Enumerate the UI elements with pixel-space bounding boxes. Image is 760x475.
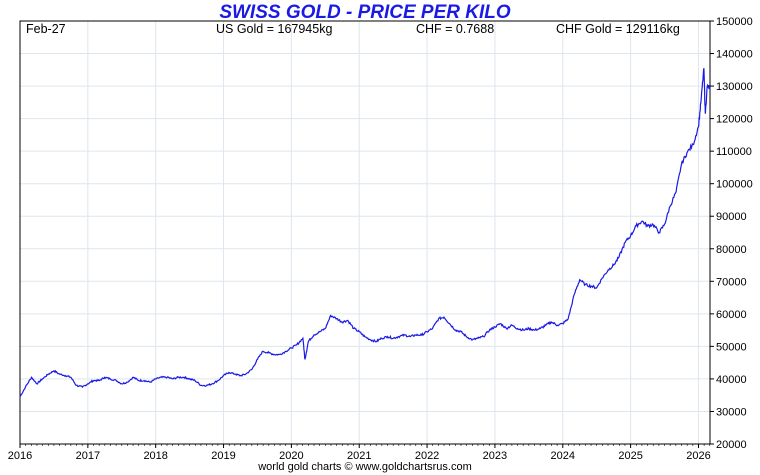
series-line	[19, 68, 711, 398]
date-label: Feb-27	[26, 22, 66, 36]
footer-credit: world gold charts © www.goldchartsrus.co…	[258, 461, 472, 473]
x-tick-label: 2019	[211, 450, 235, 462]
y-axis: 20000 30000 40000 50000 60000 70000 80000 90000…	[710, 16, 753, 451]
y-tick-label: 20000	[716, 439, 747, 451]
y-tick-label: 30000	[716, 406, 747, 418]
plot-frame	[19, 20, 711, 445]
x-axis: 2016 2017 2018 2019 2020 2021 2022 2023 2024 2025…	[8, 444, 711, 462]
y-tick-label: 60000	[716, 309, 747, 321]
y-tick-label: 70000	[716, 276, 747, 288]
chart-grid	[19, 20, 710, 445]
x-tick-label: 2020	[279, 450, 303, 462]
y-tick-label: 90000	[716, 211, 747, 223]
x-tick-label: 2023	[483, 450, 507, 462]
y-tick-label: 150000	[716, 16, 753, 28]
x-tick-label: 2025	[618, 450, 642, 462]
x-tick-label: 2021	[347, 450, 371, 462]
x-tick-label: 2026	[686, 450, 710, 462]
x-tick-label: 2022	[415, 450, 439, 462]
y-tick-label: 130000	[716, 81, 753, 93]
y-tick-label: 110000	[716, 146, 752, 158]
y-tick-label: 80000	[716, 244, 747, 256]
y-tick-label: 140000	[716, 49, 753, 61]
x-tick-label: 2017	[76, 450, 100, 462]
y-tick-label: 100000	[716, 179, 753, 191]
x-tick-label: 2016	[8, 450, 32, 462]
chf-rate-label: CHF = 0.7688	[416, 22, 495, 36]
chart-title: SWISS GOLD - PRICE PER KILO	[219, 2, 511, 23]
y-tick-label: 40000	[716, 374, 747, 386]
us-gold-label: US Gold = 167945kg	[216, 22, 333, 36]
x-tick-label: 2024	[551, 450, 575, 462]
y-tick-label: 50000	[716, 341, 747, 353]
x-tick-label: 2018	[143, 450, 167, 462]
chf-gold-label: CHF Gold = 129116kg	[556, 22, 680, 36]
y-tick-label: 120000	[716, 114, 753, 126]
